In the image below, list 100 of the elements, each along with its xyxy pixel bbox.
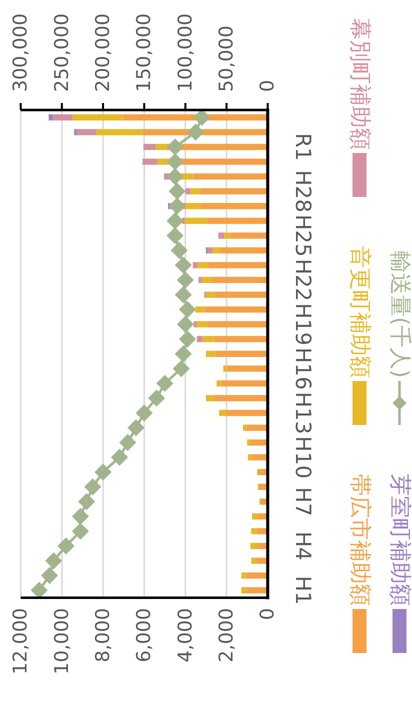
bar (230, 232, 268, 239)
point (111, 448, 128, 466)
point (178, 301, 196, 318)
point (166, 227, 184, 244)
bar (208, 262, 268, 268)
bar (212, 276, 268, 284)
bar (226, 410, 268, 416)
bar (248, 454, 252, 460)
bar (223, 366, 228, 372)
text: 幕別町補助額 (347, 18, 372, 150)
y-tick-label: H22 (291, 258, 315, 302)
bar (195, 306, 204, 313)
bar (218, 232, 224, 239)
bar (251, 558, 256, 564)
x-tick-label: 250,000 (50, 13, 73, 92)
bar (200, 202, 268, 210)
bar (247, 439, 250, 446)
bar (143, 144, 156, 150)
bar (202, 336, 214, 342)
point (119, 434, 136, 452)
text: 音更町補助額 (347, 246, 372, 378)
point (148, 390, 166, 407)
point (174, 256, 192, 274)
x2-tick-label: 4,000 (174, 608, 196, 662)
x-tick-label: 150,000 (133, 13, 156, 92)
point (78, 493, 96, 510)
bar (156, 144, 166, 150)
bar (74, 129, 77, 136)
bar (184, 218, 208, 224)
bar (202, 276, 213, 284)
point (45, 552, 62, 570)
bar (214, 336, 268, 342)
point (172, 360, 190, 378)
bar (204, 306, 268, 313)
x-tick-label: 300,000 (10, 13, 32, 92)
point (166, 138, 184, 156)
bar (190, 188, 200, 194)
bar (220, 247, 268, 254)
x-tick-label: 100,000 (174, 13, 196, 92)
bar (256, 528, 268, 534)
x2-tick-label: 8,000 (92, 608, 114, 662)
point (176, 271, 194, 288)
x2-tick-label: 0 (256, 608, 279, 620)
y-tick-label: H1 (291, 576, 315, 605)
bar (216, 380, 222, 387)
point (168, 198, 186, 215)
y-tick-label: H4 (291, 531, 315, 561)
bar (72, 114, 123, 120)
point (84, 478, 102, 496)
bar (198, 262, 208, 268)
point (178, 330, 196, 348)
text: 帯広市補助額 (347, 474, 372, 606)
bar (251, 528, 256, 534)
bar (252, 454, 268, 460)
bar (196, 321, 207, 328)
bar (206, 292, 214, 298)
x2-tick-label: 6,000 (133, 608, 156, 662)
bar (206, 350, 216, 357)
text: 輸送量(千人) (387, 250, 412, 378)
point (174, 345, 192, 362)
point (72, 522, 89, 540)
point (72, 508, 89, 525)
bar (208, 247, 213, 254)
bar (157, 158, 168, 165)
y-tick-label: H19 (291, 303, 315, 346)
y-tick-label: R1 (291, 132, 315, 161)
bar (192, 262, 198, 268)
point (94, 464, 112, 481)
point (168, 182, 186, 200)
point (166, 212, 184, 230)
bar (227, 366, 268, 372)
y-tick-label: H10 (291, 436, 315, 479)
bar (246, 424, 268, 431)
bar (219, 410, 227, 416)
point (174, 286, 192, 304)
point (166, 168, 184, 186)
bar (246, 587, 268, 594)
x-tick-label: 200,000 (92, 13, 114, 92)
bar (76, 129, 96, 136)
y-tick-label: H13 (291, 392, 315, 434)
bar (212, 247, 220, 254)
point (41, 567, 58, 584)
bar (252, 513, 257, 520)
bar (185, 188, 190, 194)
point (57, 537, 74, 554)
bar (214, 292, 268, 298)
bar (194, 321, 197, 328)
bar (250, 542, 257, 550)
bar (142, 158, 158, 165)
bar (208, 218, 268, 224)
bar (206, 321, 268, 328)
point (136, 404, 153, 422)
bar (241, 572, 246, 579)
x2-tick-label: 2,000 (216, 608, 238, 662)
x2-tick-label: 12,000 (10, 608, 32, 674)
x2-tick-label: 10,000 (50, 608, 73, 674)
point (166, 153, 184, 170)
point (176, 316, 194, 333)
bar (185, 202, 200, 210)
bar (216, 350, 268, 357)
